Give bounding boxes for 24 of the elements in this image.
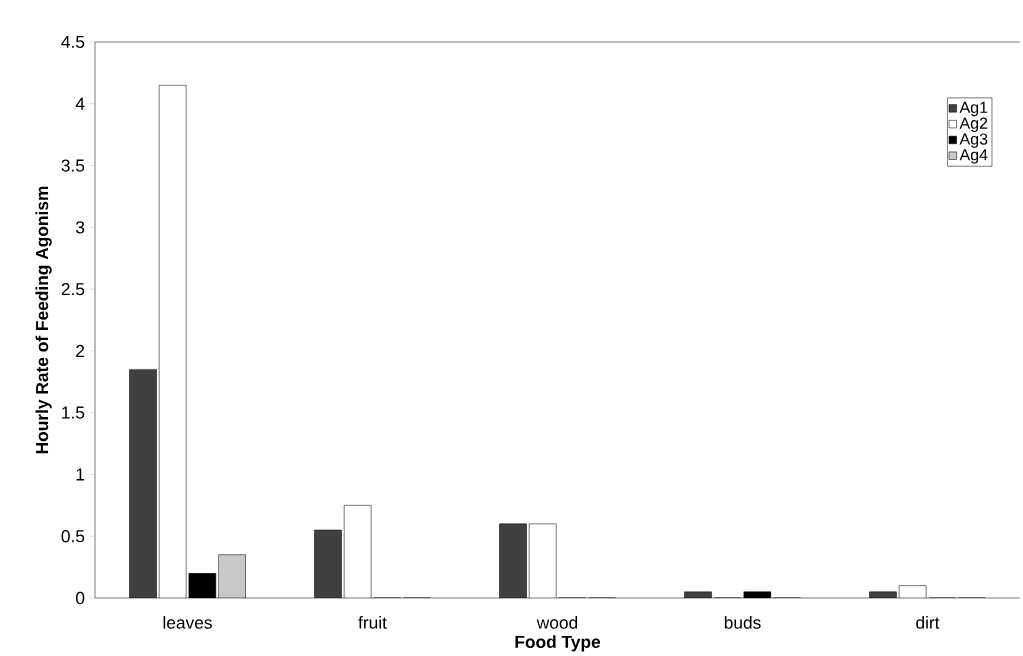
- x-tick-label: dirt: [916, 616, 940, 629]
- bar: [499, 523, 527, 598]
- y-tick-label: 3: [75, 221, 85, 234]
- y-axis-title: Hourly Rate of Feeding Agonism: [35, 186, 52, 454]
- y-tick-label: 1.5: [62, 406, 85, 419]
- x-tick-label: buds: [724, 616, 761, 629]
- x-tick-label: leaves: [163, 616, 212, 629]
- legend-label: Ag4: [959, 149, 988, 164]
- x-tick-label: wood: [536, 616, 578, 629]
- x-tick-label: fruit: [358, 616, 387, 629]
- y-tick-label: 0.5: [61, 530, 85, 543]
- y-tick-label: 1: [76, 468, 85, 481]
- legend-label: Ag2: [959, 117, 988, 133]
- x-axis-title: Food Type: [515, 635, 601, 652]
- legend-label: Ag1: [959, 101, 988, 117]
- bar: [314, 530, 342, 598]
- y-tick-label: 3.5: [61, 159, 85, 172]
- y-tick-label: 4.5: [61, 35, 85, 49]
- y-tick-label: 2.5: [61, 282, 85, 296]
- legend-label: Ag3: [959, 133, 988, 148]
- y-tick-label: 0: [75, 591, 85, 605]
- y-tick-label: 4: [75, 97, 85, 110]
- bar: [129, 369, 157, 598]
- y-tick-label: 2: [76, 344, 85, 357]
